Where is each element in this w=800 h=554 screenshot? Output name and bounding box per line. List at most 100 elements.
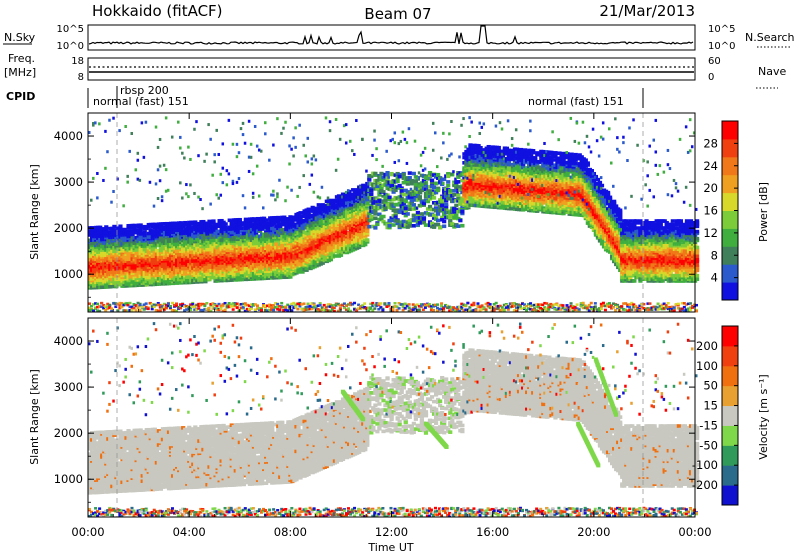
echo-speckle	[104, 166, 107, 170]
echo-cell	[257, 227, 263, 232]
near-range-echo	[140, 306, 144, 309]
near-range-echo	[138, 302, 142, 306]
near-range-echo	[245, 303, 249, 307]
echo-speckle	[251, 195, 255, 199]
echo-cell	[436, 188, 441, 193]
echo-speckle	[156, 145, 160, 149]
echo-speckle	[306, 160, 310, 164]
echo-cell	[138, 223, 143, 227]
echo-speckle	[164, 189, 168, 193]
echo-cell	[442, 219, 447, 224]
echo-speckle	[419, 153, 423, 157]
near-range-echo	[177, 307, 181, 310]
near-range-echo	[108, 306, 112, 309]
near-range-echo	[247, 307, 251, 311]
near-range-echo	[181, 304, 185, 307]
echo-speckle	[274, 198, 277, 202]
echo-speckle	[446, 157, 449, 161]
near-range-echo	[164, 306, 168, 309]
echo-cell	[393, 188, 398, 193]
date-title: 21/Mar/2013	[599, 2, 695, 20]
echo-cell	[112, 224, 117, 229]
echo-speckle	[276, 195, 279, 199]
echo-speckle	[298, 185, 301, 189]
near-range-echo	[231, 305, 235, 308]
echo-cell	[401, 219, 406, 224]
near-range-echo	[148, 301, 152, 305]
echo-speckle	[282, 126, 285, 130]
echo-speckle	[179, 181, 182, 185]
echo-cell	[369, 192, 374, 197]
near-range-echo	[114, 302, 118, 305]
near-range-echo	[92, 303, 96, 306]
echo-speckle	[415, 176, 419, 180]
echo-cell	[440, 203, 445, 208]
echo-speckle	[241, 121, 245, 125]
nsky-trace	[88, 25, 694, 45]
near-range-echo	[442, 307, 446, 310]
echo-speckle	[247, 169, 251, 173]
echo-speckle	[136, 151, 140, 155]
echo-speckle	[326, 202, 330, 206]
near-range-echo	[266, 309, 270, 312]
echo-speckle	[312, 190, 316, 194]
echo-speckle	[136, 177, 140, 181]
freq-label: Freq.	[8, 52, 35, 65]
near-range-echo	[257, 306, 261, 310]
echo-speckle	[442, 181, 445, 185]
echo-speckle	[201, 207, 204, 211]
near-range-echo	[346, 307, 350, 310]
echo-cell	[142, 230, 147, 234]
echo-cell	[423, 223, 429, 227]
echo-cell	[239, 226, 244, 231]
echo-speckle	[209, 202, 212, 206]
echo-cell	[438, 225, 443, 230]
echo-speckle	[328, 129, 332, 133]
echo-speckle	[436, 165, 439, 169]
echo-speckle	[235, 155, 239, 159]
echo-speckle	[288, 162, 291, 166]
near-range-echo	[90, 308, 94, 312]
echo-speckle	[189, 157, 192, 161]
echo-cell	[373, 216, 378, 221]
near-range-echo	[225, 305, 229, 308]
echo-speckle	[104, 129, 107, 133]
echo-cell	[336, 194, 342, 198]
near-range-echo	[379, 302, 383, 305]
near-range-echo	[322, 303, 326, 307]
echo-speckle	[112, 189, 115, 193]
near-range-echo	[166, 302, 170, 305]
echo-speckle	[255, 144, 259, 148]
echo-speckle	[221, 166, 225, 170]
near-range-echo	[268, 308, 272, 312]
near-range-echo	[185, 308, 189, 311]
echo-cell	[442, 177, 447, 182]
echo-speckle	[197, 195, 200, 199]
nsky-tick-top: 10^5	[57, 24, 84, 35]
echo-speckle	[294, 145, 297, 149]
near-range-echo	[114, 305, 118, 308]
echo-cell	[227, 253, 232, 258]
echo-speckle	[98, 122, 101, 126]
near-range-echo	[255, 304, 259, 308]
echo-speckle	[92, 176, 95, 180]
echo-speckle	[122, 204, 125, 208]
echo-cell	[375, 222, 380, 227]
echo-speckle	[189, 183, 192, 187]
echo-speckle	[302, 174, 305, 178]
echo-cell	[175, 281, 180, 285]
echo-speckle	[419, 164, 423, 168]
echo-speckle	[278, 178, 281, 182]
echo-cell	[399, 189, 404, 193]
near-range-echo	[318, 303, 322, 307]
near-range-echo	[231, 308, 235, 311]
echo-speckle	[166, 188, 170, 192]
echo-speckle	[231, 142, 235, 146]
near-range-echo	[199, 308, 203, 312]
echo-speckle	[450, 152, 453, 156]
nsearch-tick-top: 10^5	[708, 24, 735, 35]
near-range-echo	[124, 309, 128, 312]
echo-cell	[381, 214, 386, 219]
near-range-echo	[245, 307, 249, 311]
